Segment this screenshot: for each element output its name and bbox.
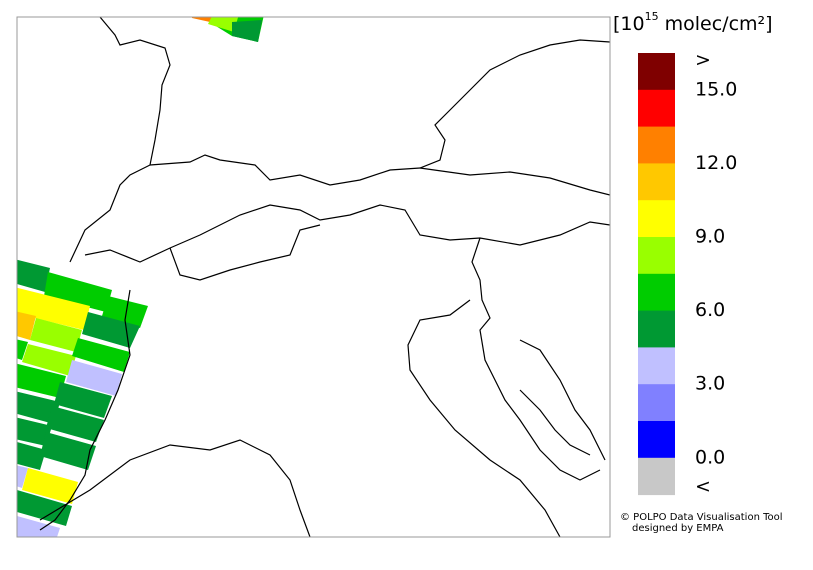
colorbar-label: < [695,476,711,498]
map [17,17,610,537]
colorbar-cell [638,53,675,91]
colorbar-label: 9.0 [695,226,725,248]
map-frame [16,16,611,538]
unit-prefix: [10 [613,13,645,35]
unit-exponent: 15 [645,10,659,23]
colorbar-cell [638,237,675,275]
satellite-swaths [17,17,264,537]
colorbar-cell [638,126,675,164]
credit-line: © POLPO Data Visualisation Tool [620,512,783,523]
colorbar-label: 3.0 [695,373,725,395]
borders [39,17,610,537]
colorbar-label: 15.0 [695,78,737,100]
colorbar-cell [638,273,675,312]
colorbar-cell [638,421,675,459]
legend-unit: [1015 molec/cm²] [613,10,773,35]
colorbar-label: 6.0 [695,299,725,321]
colorbar-label: 12.0 [695,152,737,174]
colorbar: >15.0 12.0 9.0 6.0 3.0 0.0 < [638,49,737,498]
colorbar-cell [638,200,675,238]
colorbar-cell [638,310,675,348]
credit-line: designed by EMPA [632,523,724,534]
colorbar-label: 0.0 [695,446,725,468]
colorbar-cell [638,457,675,496]
unit-suffix: molec/cm²] [659,13,773,35]
colorbar-cell [638,347,675,385]
colorbar-cell [638,89,675,128]
colorbar-cell [638,384,675,422]
colorbar-cell [638,163,675,201]
colorbar-label: > [695,49,711,71]
